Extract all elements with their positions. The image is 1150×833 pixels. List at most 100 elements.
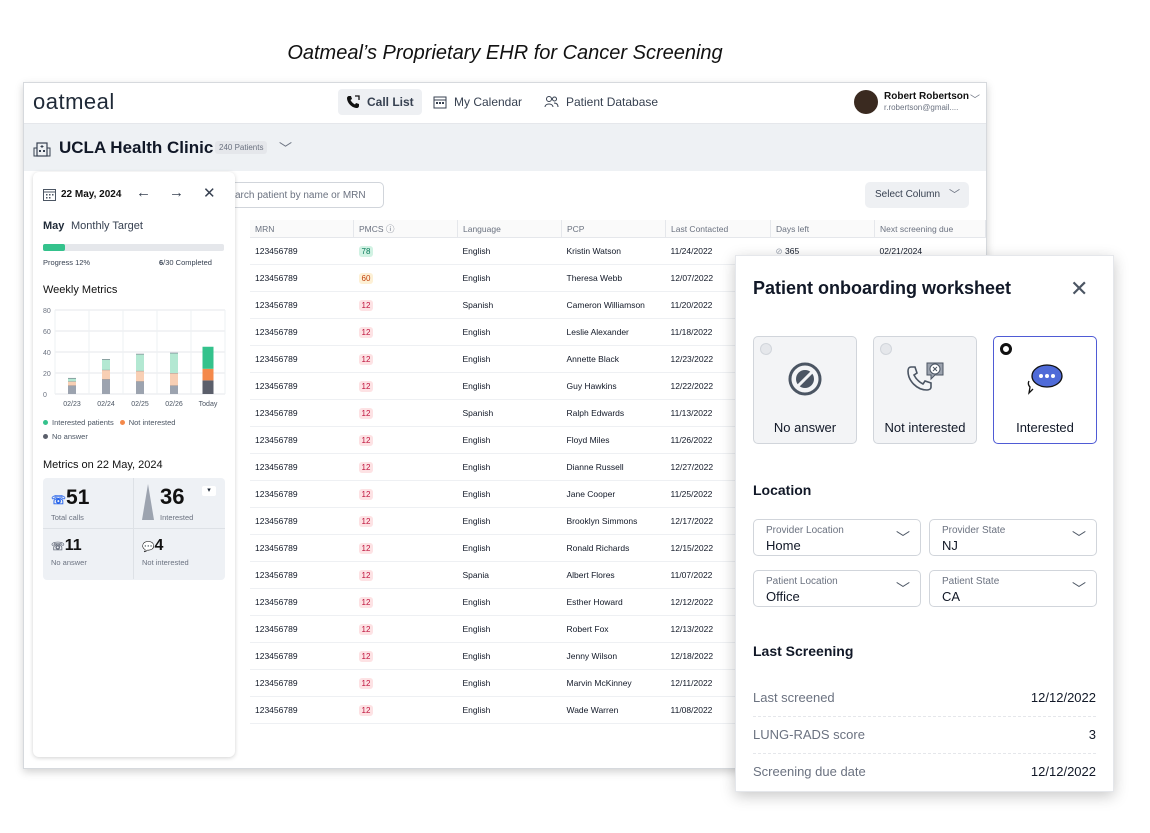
cell-text: 365 <box>784 245 800 256</box>
metric-not-interested: 💬4 Not interested <box>134 529 225 579</box>
mrn-cell: 123456789 <box>250 588 354 616</box>
cell-text: Esther Howard <box>566 597 623 607</box>
metric-label: No answer <box>51 558 87 567</box>
close-icon[interactable]: ✕ <box>203 185 216 202</box>
bar-segment <box>170 385 178 394</box>
cell-text: Ralph Edwards <box>566 408 625 418</box>
search-input[interactable]: arch patient by name or MRN <box>224 182 384 208</box>
cell-text: 11/18/2022 <box>670 327 713 337</box>
mrn-cell: 123456789 <box>250 399 354 427</box>
col-pmcs[interactable]: PMCS ⓘ <box>353 220 458 238</box>
cell-text: Ronald Richards <box>566 543 630 553</box>
cell-text: 123456789 <box>255 354 298 364</box>
legend-label: Not interested <box>128 418 176 427</box>
calendar-icon[interactable] <box>43 188 56 201</box>
cell-text: 12/07/2022 <box>670 273 714 283</box>
cell-text: Theresa Webb <box>566 273 623 283</box>
nav-patient-database[interactable]: Patient Database <box>536 89 666 115</box>
arrow-right-icon[interactable]: → <box>169 184 184 201</box>
pmcs-cell: 12 <box>353 480 458 508</box>
x-tick-label: 02/25 <box>131 401 149 408</box>
col-days-left[interactable]: Days left <box>770 220 875 238</box>
mrn-cell: 123456789 <box>250 696 354 724</box>
radio-button[interactable] <box>1000 343 1012 355</box>
clock-icon: ⊘ <box>775 245 785 256</box>
arrow-left-icon[interactable]: ← <box>136 184 151 201</box>
cell-text: English <box>462 624 491 634</box>
cell-text: English <box>462 705 491 715</box>
y-tick-label: 20 <box>43 371 51 378</box>
cell-text: 12/22/2022 <box>670 381 714 391</box>
pmcs-badge: 12 <box>358 704 374 716</box>
phone-icon: ☏ <box>51 493 67 507</box>
cell-text: Jenny Wilson <box>566 651 618 661</box>
oatmeal-logo[interactable]: oatmeal <box>33 89 115 114</box>
cell-text: 123456789 <box>255 705 298 715</box>
metric-label: Total calls <box>51 513 84 522</box>
field-label: Provider State <box>942 525 1006 536</box>
col-next-screening[interactable]: Next screening due <box>874 220 986 238</box>
col-last-contacted[interactable]: Last Contacted <box>665 220 771 238</box>
select-column-dropdown[interactable]: Select Column ﹀ <box>865 182 969 208</box>
metric-value: ☏11 <box>51 537 82 555</box>
last-screening-heading: Last Screening <box>753 643 854 659</box>
pmcs-cell: 12 <box>353 696 458 724</box>
language-cell: English <box>457 534 562 562</box>
close-icon[interactable]: ✕ <box>1070 276 1089 301</box>
mrn-cell: 123456789 <box>250 426 354 454</box>
legend-swatch <box>119 420 125 425</box>
info-icon[interactable]: ⓘ <box>385 223 395 234</box>
cell-text: 12/27/2022 <box>670 462 714 472</box>
col-language[interactable]: Language <box>457 220 562 238</box>
mrn-cell: 123456789 <box>250 669 354 697</box>
y-tick-label: 0 <box>43 392 47 399</box>
nav-my-calendar[interactable]: My Calendar <box>425 89 530 115</box>
patient-state-select[interactable]: Patient State CA ﹀ <box>929 570 1097 607</box>
pmcs-cell: 12 <box>353 642 458 670</box>
option-not-interested[interactable]: Not interested <box>873 336 977 444</box>
metric-interested: 36 Interested ▾ <box>134 478 225 529</box>
language-cell: English <box>457 615 562 643</box>
pcp-cell: Marvin McKinney <box>561 669 666 697</box>
row-key: Screening due date <box>753 764 866 779</box>
table-header-row: MRN PMCS ⓘ Language PCP Last Contacted D… <box>250 220 986 238</box>
bar-segment <box>202 346 214 369</box>
col-pcp[interactable]: PCP <box>561 220 666 238</box>
pmcs-cell: 12 <box>353 345 458 373</box>
chat-bubble-icon <box>1027 364 1063 395</box>
radio-button[interactable] <box>760 343 772 355</box>
nav-call-list[interactable]: Call List <box>338 89 422 115</box>
pmcs-badge: 12 <box>358 488 374 500</box>
pcp-cell: Guy Hawkins <box>561 372 666 400</box>
cell-text: 123456789 <box>255 408 298 418</box>
cell-text: 11/26/2022 <box>670 435 713 445</box>
chevron-down-icon[interactable]: ﹀ <box>970 95 980 106</box>
option-no-answer[interactable]: No answer <box>753 336 857 444</box>
daily-metrics-panel: 22 May, 2024 ← → ✕ May Monthly Target Pr… <box>33 172 235 757</box>
field-value: Home <box>766 538 801 553</box>
metric-value: ☏51 <box>51 486 89 510</box>
col-mrn[interactable]: MRN <box>250 220 354 238</box>
option-interested[interactable]: Interested <box>993 336 1097 444</box>
dropdown-toggle-icon[interactable]: ▾ <box>202 486 216 496</box>
provider-location-select[interactable]: Provider Location Home ﹀ <box>753 519 921 556</box>
pcp-cell: Wade Warren <box>561 696 666 724</box>
radio-button[interactable] <box>880 343 892 355</box>
patient-location-select[interactable]: Patient Location Office ﹀ <box>753 570 921 607</box>
provider-state-select[interactable]: Provider State NJ ﹀ <box>929 519 1097 556</box>
row-value: 12/12/2022 <box>1030 764 1096 779</box>
cell-text: Dianne Russell <box>566 462 624 472</box>
x-tick-label: Today <box>199 401 218 408</box>
bar-segment <box>170 353 178 373</box>
chevron-down-icon[interactable]: ﹀ <box>279 141 293 156</box>
nav-label: Call List <box>367 95 414 109</box>
cell-text: English <box>462 462 491 472</box>
avatar[interactable] <box>854 90 878 114</box>
call-declined-icon <box>907 362 944 391</box>
mrn-cell: 123456789 <box>250 453 354 481</box>
no-answer-icon <box>788 362 822 396</box>
cell-text: 11/20/2022 <box>670 300 713 310</box>
pcp-cell: Cameron Williamson <box>561 291 666 319</box>
table-row[interactable]: 123456789 12 English Wade Warren 11/08/2022 <box>250 696 986 724</box>
cell-text: English <box>462 516 491 526</box>
